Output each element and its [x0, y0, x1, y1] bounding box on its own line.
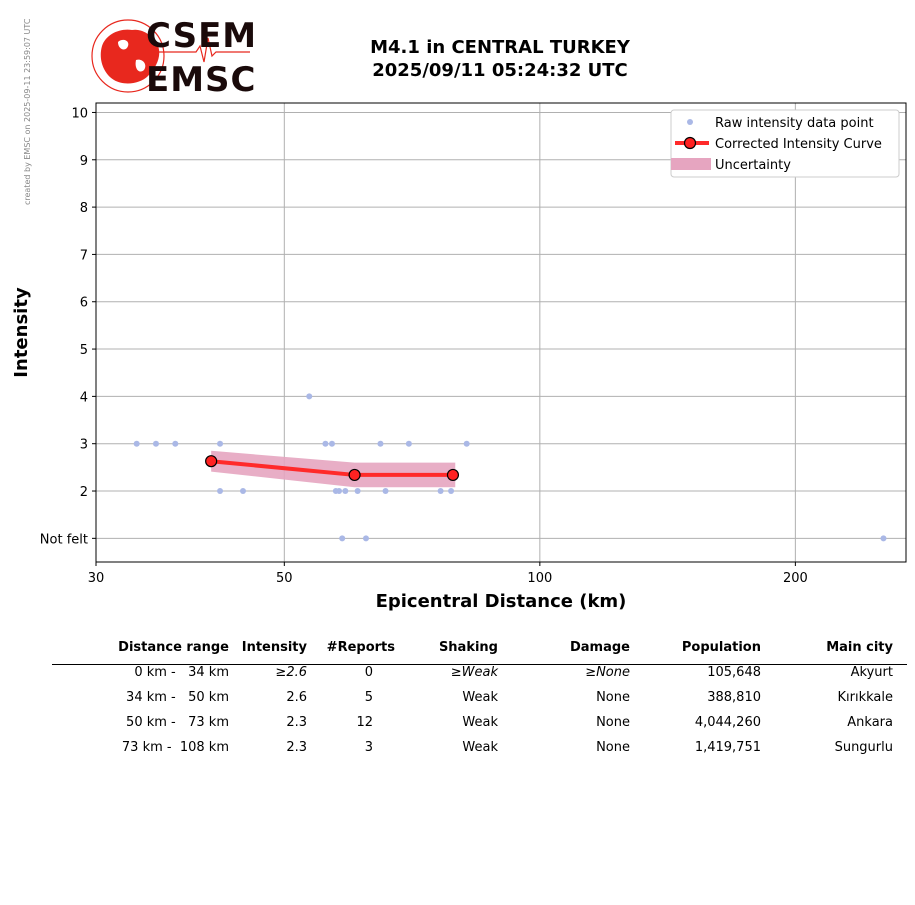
- y-tick-label: 9: [80, 154, 88, 169]
- legend-curve-marker: [683, 136, 697, 150]
- curve-marker: [205, 455, 218, 468]
- y-tick-label: 4: [80, 390, 88, 405]
- table-header-row: Distance range Intensity #Reports Shakin…: [52, 640, 907, 665]
- cell-shaking: ≥Weak: [450, 665, 498, 680]
- y-tick-label: 2: [80, 485, 88, 500]
- raw-data-point: [382, 488, 389, 495]
- raw-data-point: [448, 488, 455, 495]
- chart-title-line1: M4.1 in CENTRAL TURKEY: [370, 37, 630, 58]
- raw-data-point: [354, 488, 361, 495]
- cell-shaking: Weak: [462, 690, 498, 705]
- cell-population: 388,810: [707, 690, 761, 705]
- y-axis-label: Intensity: [11, 287, 32, 378]
- raw-data-point: [463, 440, 470, 447]
- table-row: 34 km - 50 km 2.6 5 Weak None 388,810 Kı…: [52, 690, 907, 715]
- y-tick-label: 8: [80, 201, 88, 216]
- raw-data-point: [328, 440, 335, 447]
- y-tick-label: 10: [71, 106, 88, 121]
- cell-population: 105,648: [707, 665, 761, 680]
- plot-frame: [95, 102, 907, 563]
- cell-reports: 12: [356, 715, 373, 730]
- y-tick-label: Not felt: [40, 532, 88, 547]
- raw-data-point: [342, 488, 349, 495]
- cell-distance-range: 0 km - 34 km: [134, 665, 229, 680]
- header-divider: [52, 664, 907, 665]
- legend-label: Corrected Intensity Curve: [715, 137, 882, 152]
- raw-data-point: [377, 440, 384, 447]
- table-row: 0 km - 34 km ≥2.6 0 ≥Weak ≥None 105,648 …: [52, 665, 907, 690]
- raw-data-point: [217, 488, 224, 495]
- raw-data-point: [172, 440, 179, 447]
- cell-shaking: Weak: [462, 715, 498, 730]
- logo-bottom-text: EMSC: [146, 60, 257, 100]
- cell-damage: ≥None: [585, 665, 630, 680]
- cell-reports: 0: [364, 665, 373, 680]
- cell-distance-range: 34 km - 50 km: [126, 690, 229, 705]
- header-population: Population: [681, 640, 761, 655]
- header-reports: #Reports: [326, 640, 395, 655]
- raw-data-point: [339, 535, 346, 542]
- raw-data-point: [405, 440, 412, 447]
- header-intensity: Intensity: [241, 640, 307, 655]
- cell-main-city: Ankara: [847, 715, 893, 730]
- cell-main-city: Akyurt: [850, 665, 893, 680]
- curve-marker: [348, 468, 361, 482]
- raw-data-point: [362, 535, 369, 542]
- x-tick-label: 50: [276, 571, 293, 586]
- table-row: 50 km - 73 km 2.3 12 Weak None 4,044,260…: [52, 715, 907, 740]
- cell-shaking: Weak: [462, 740, 498, 755]
- raw-data-point: [437, 488, 444, 495]
- cell-main-city: Sungurlu: [834, 740, 893, 755]
- uncertainty-band: [211, 450, 456, 488]
- raw-data-point: [322, 440, 329, 447]
- cell-damage: None: [596, 740, 630, 755]
- cell-reports: 5: [364, 690, 373, 705]
- x-tick-label: 200: [783, 571, 808, 586]
- table-row: 73 km - 108 km 2.3 3 Weak None 1,419,751…: [52, 740, 907, 765]
- cell-reports: 3: [364, 740, 373, 755]
- emsc-logo: CSEM EMSC: [88, 16, 258, 100]
- legend-box: [670, 109, 900, 178]
- curve-marker: [446, 468, 460, 482]
- cell-distance-range: 73 km - 108 km: [121, 740, 229, 755]
- legend-label: Uncertainty: [715, 158, 791, 173]
- cell-distance-range: 50 km - 73 km: [126, 715, 229, 730]
- cell-damage: None: [596, 715, 630, 730]
- intensity-chart: 30 50 100 200 Not felt 2 3 4 5 6 7 8 9 10 Epicentral D…: [11, 102, 907, 612]
- y-tick-label: 5: [80, 343, 88, 358]
- cell-damage: None: [596, 690, 630, 705]
- cell-intensity: ≥2.6: [275, 665, 307, 680]
- x-tick-label: 100: [527, 571, 552, 586]
- cell-main-city: Kırıkkale: [837, 690, 894, 705]
- logo-top-text: CSEM: [146, 16, 258, 56]
- legend-raw-marker: [687, 119, 693, 125]
- y-tick-label: 6: [80, 296, 88, 311]
- raw-data-point: [336, 488, 343, 495]
- x-tick-label: 30: [88, 571, 105, 586]
- x-axis-label: Epicentral Distance (km): [376, 591, 627, 612]
- raw-data-point: [306, 393, 313, 400]
- header-distance-range: Distance range: [118, 640, 229, 655]
- raw-data-point: [240, 488, 247, 495]
- cell-population: 1,419,751: [694, 740, 761, 755]
- cell-intensity: 2.6: [286, 690, 307, 705]
- cell-intensity: 2.3: [286, 740, 307, 755]
- summary-table: Distance range Intensity #Reports Shakin…: [52, 640, 907, 765]
- y-tick-label: 3: [80, 438, 88, 453]
- raw-data-point: [217, 440, 224, 447]
- legend-uncertainty-swatch: [671, 158, 711, 170]
- legend-label: Raw intensity data point: [715, 116, 874, 131]
- chart-title-line2: 2025/09/11 05:24:32 UTC: [372, 60, 628, 81]
- header-damage: Damage: [569, 640, 630, 655]
- header-shaking: Shaking: [438, 640, 498, 655]
- cell-population: 4,044,260: [694, 715, 761, 730]
- y-tick-label: 7: [80, 248, 88, 263]
- cell-intensity: 2.3: [286, 715, 307, 730]
- header-main-city: Main city: [826, 640, 893, 655]
- logo-graphic: [91, 19, 250, 93]
- raw-data-point: [133, 440, 140, 447]
- raw-data-point: [880, 535, 887, 542]
- raw-data-point: [152, 440, 159, 447]
